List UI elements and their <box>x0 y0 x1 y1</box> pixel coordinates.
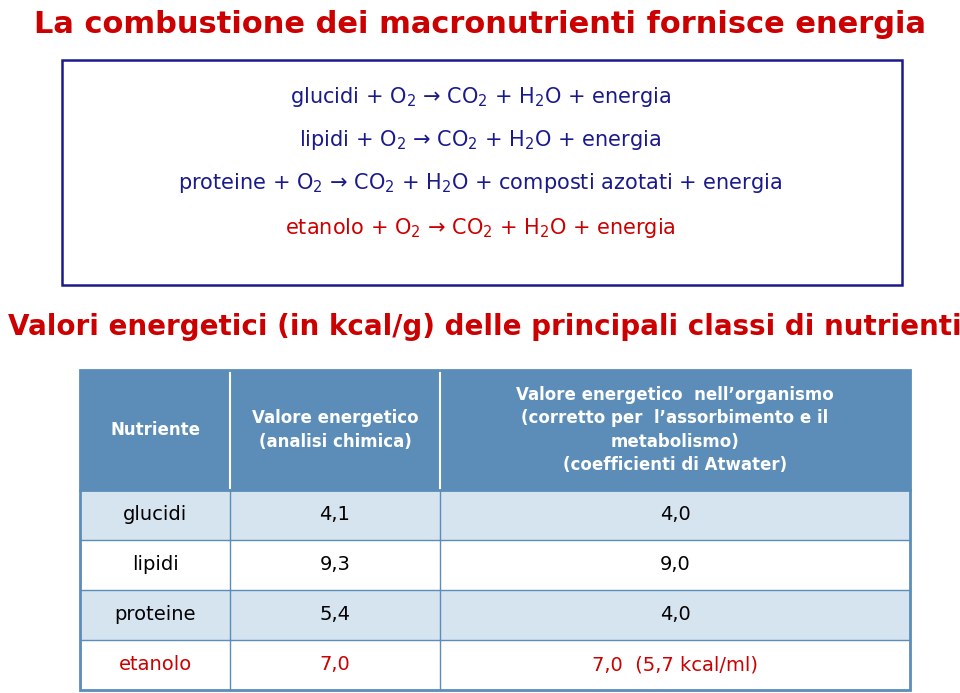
Text: proteine + O$_2$ → CO$_2$ + H$_2$O + composti azotati + energia: proteine + O$_2$ → CO$_2$ + H$_2$O + com… <box>178 171 782 195</box>
Text: La combustione dei macronutrienti fornisce energia: La combustione dei macronutrienti fornis… <box>34 10 926 39</box>
Text: Nutriente: Nutriente <box>110 421 200 439</box>
Text: Valori energetici (in kcal/g) delle principali classi di nutrienti: Valori energetici (in kcal/g) delle prin… <box>8 313 960 341</box>
Text: lipidi + O$_2$ → CO$_2$ + H$_2$O + energia: lipidi + O$_2$ → CO$_2$ + H$_2$O + energ… <box>299 128 661 152</box>
FancyBboxPatch shape <box>80 640 910 690</box>
Text: 7,0: 7,0 <box>320 656 350 674</box>
Text: 9,0: 9,0 <box>660 556 690 574</box>
Text: 4,0: 4,0 <box>660 505 690 525</box>
FancyBboxPatch shape <box>62 60 902 285</box>
Text: 4,1: 4,1 <box>320 505 350 525</box>
Text: Valore energetico
(analisi chimica): Valore energetico (analisi chimica) <box>252 409 419 451</box>
Text: glucidi: glucidi <box>123 505 187 525</box>
Text: 9,3: 9,3 <box>320 556 350 574</box>
Text: proteine: proteine <box>114 606 196 624</box>
Text: 7,0  (5,7 kcal/ml): 7,0 (5,7 kcal/ml) <box>592 656 758 674</box>
FancyBboxPatch shape <box>80 590 910 640</box>
Text: 4,0: 4,0 <box>660 606 690 624</box>
Text: 5,4: 5,4 <box>320 606 350 624</box>
Text: lipidi: lipidi <box>132 556 179 574</box>
Text: etanolo + O$_2$ → CO$_2$ + H$_2$O + energia: etanolo + O$_2$ → CO$_2$ + H$_2$O + ener… <box>284 216 676 240</box>
Text: Valore energetico  nell’organismo
(corretto per  l’assorbimento e il
metabolismo: Valore energetico nell’organismo (corret… <box>516 385 834 475</box>
FancyBboxPatch shape <box>80 370 910 490</box>
FancyBboxPatch shape <box>80 540 910 590</box>
Text: glucidi + O$_2$ → CO$_2$ + H$_2$O + energia: glucidi + O$_2$ → CO$_2$ + H$_2$O + ener… <box>290 85 670 109</box>
Text: etanolo: etanolo <box>118 656 192 674</box>
FancyBboxPatch shape <box>80 490 910 540</box>
